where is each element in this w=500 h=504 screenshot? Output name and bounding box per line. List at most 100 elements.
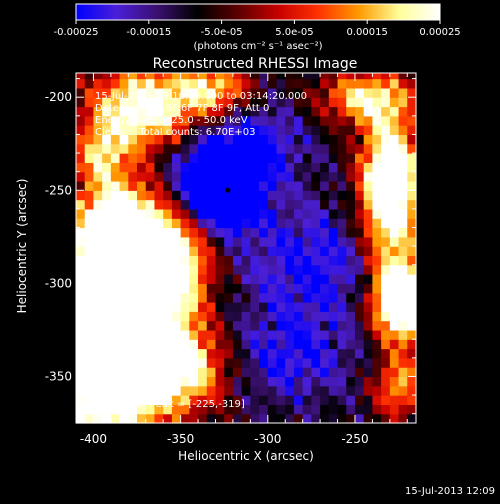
heatmap-cell	[119, 125, 129, 136]
heatmap-cell	[119, 339, 129, 350]
heatmap-cell	[293, 255, 304, 266]
peak-marker	[225, 187, 231, 193]
heatmap-cell	[119, 246, 129, 257]
heatmap-cell	[215, 395, 225, 405]
heatmap-cell	[171, 125, 182, 136]
heatmap-cell	[171, 208, 182, 219]
heatmap-cell	[372, 199, 382, 210]
heatmap-cell	[267, 199, 278, 210]
heatmap-cell	[76, 274, 86, 284]
heatmap-cell	[407, 97, 417, 108]
heatmap-cell	[102, 218, 112, 229]
heatmap-cell	[224, 385, 234, 396]
heatmap-cell	[224, 255, 234, 266]
heatmap-cell	[407, 376, 417, 387]
heatmap-cell	[259, 106, 269, 117]
heatmap-cell	[224, 274, 234, 284]
heatmap-cell	[119, 320, 129, 331]
heatmap-cell	[363, 301, 374, 312]
heatmap-cell	[84, 97, 95, 108]
heatmap-cell	[180, 180, 190, 191]
heatmap-cell	[337, 301, 347, 312]
heatmap-cell	[102, 106, 112, 117]
heatmap-cell	[232, 246, 243, 257]
heatmap-cell	[354, 339, 365, 350]
heatmap-cell	[102, 97, 112, 108]
heatmap-cell	[128, 162, 138, 173]
heatmap-cell	[163, 320, 173, 331]
heatmap-cell	[293, 106, 304, 117]
heatmap-cell	[198, 283, 208, 294]
heatmap-cell	[224, 97, 234, 108]
heatmap-cell	[180, 171, 190, 182]
heatmap-cell	[311, 162, 321, 173]
heatmap-cell	[354, 115, 365, 126]
x-tick-label: -400	[80, 432, 107, 446]
heatmap-cell	[84, 413, 95, 424]
y-axis-label: Heliocentric Y (arcsec)	[15, 179, 29, 314]
heatmap-cell	[137, 367, 147, 378]
heatmap-cell	[276, 357, 286, 368]
heatmap-cell	[389, 283, 400, 294]
heatmap-cell	[267, 125, 278, 136]
heatmap-cell	[180, 246, 190, 257]
heatmap-cell	[311, 385, 321, 396]
heatmap-cell	[154, 357, 164, 368]
heatmap-cell	[354, 78, 365, 89]
heatmap-cell	[180, 395, 190, 405]
heatmap-cell	[137, 320, 147, 331]
heatmap-cell	[285, 367, 295, 378]
heatmap-cell	[328, 190, 339, 201]
heatmap-cell	[354, 301, 365, 312]
heatmap-cell	[198, 264, 208, 275]
heatmap-cell	[363, 348, 374, 359]
heatmap-cell	[398, 376, 408, 387]
heatmap-cell	[381, 143, 391, 154]
heatmap-cell	[189, 255, 199, 266]
heatmap-cell	[84, 153, 95, 163]
heatmap-cell	[302, 134, 312, 145]
heatmap-cell	[354, 283, 365, 294]
heatmap-cell	[285, 106, 295, 117]
heatmap-cell	[363, 283, 374, 294]
heatmap-cell	[346, 134, 356, 145]
heatmap-cell	[189, 404, 199, 415]
heatmap-cell	[76, 171, 86, 182]
heatmap-cell	[328, 283, 339, 294]
heatmap-cell	[337, 311, 347, 322]
heatmap-cell	[76, 87, 86, 98]
heatmap-cell	[267, 153, 278, 163]
heatmap-cell	[285, 283, 295, 294]
heatmap-cell	[189, 153, 199, 163]
heatmap-cell	[119, 348, 129, 359]
heatmap-cell	[337, 162, 347, 173]
heatmap-cell	[389, 292, 400, 303]
heatmap-cell	[119, 236, 129, 247]
heatmap-cell	[180, 292, 190, 303]
heatmap-cell	[93, 404, 103, 415]
heatmap-cell	[407, 320, 417, 331]
heatmap-cell	[206, 264, 217, 275]
heatmap-cell	[198, 367, 208, 378]
heatmap-cell	[398, 357, 408, 368]
heatmap-cell	[215, 255, 225, 266]
heatmap-cell	[398, 106, 408, 117]
heatmap-cell	[250, 218, 260, 229]
heatmap-cell	[102, 171, 112, 182]
heatmap-cell	[320, 301, 330, 312]
heatmap-cell	[311, 87, 321, 98]
heatmap-cell	[145, 106, 156, 117]
heatmap-cell	[407, 264, 417, 275]
heatmap-cell	[224, 311, 234, 322]
heatmap-cell	[372, 143, 382, 154]
heatmap-cell	[389, 87, 400, 98]
heatmap-cell	[119, 171, 129, 182]
heatmap-cell	[372, 255, 382, 266]
heatmap-cell	[320, 329, 330, 340]
heatmap-cell	[302, 162, 312, 173]
heatmap-cell	[110, 395, 121, 405]
heatmap-cell	[206, 311, 217, 322]
heatmap-cell	[189, 208, 199, 219]
heatmap-cell	[232, 404, 243, 415]
